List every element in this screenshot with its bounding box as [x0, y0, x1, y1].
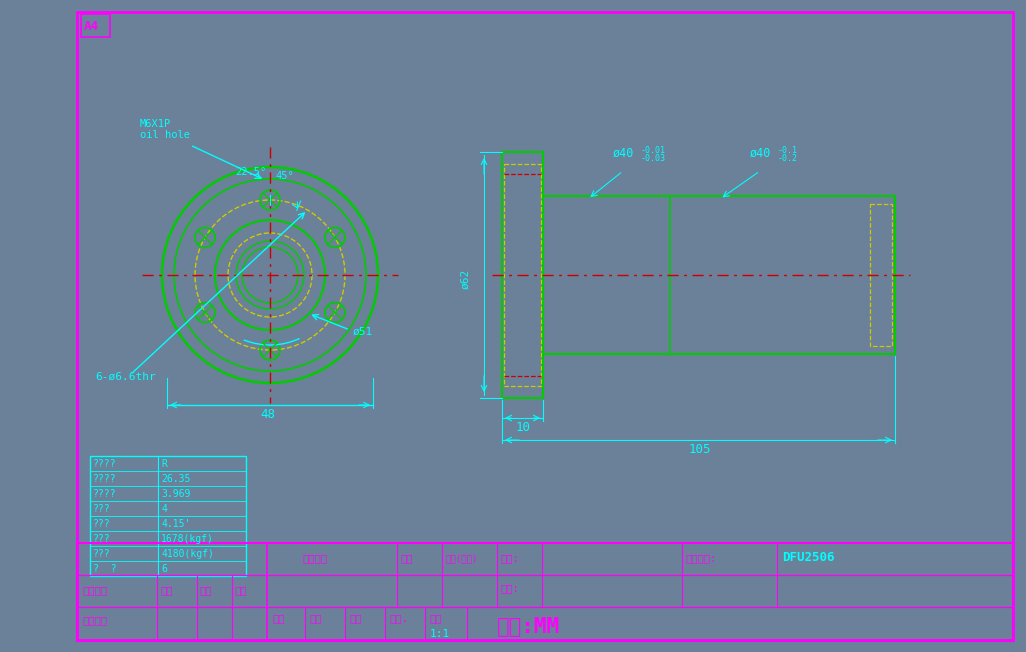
Text: 签名: 签名 — [234, 585, 246, 595]
Text: ø40: ø40 — [750, 147, 772, 160]
Text: 设计: 设计 — [309, 613, 321, 623]
Text: 数量(单台): 数量(单台) — [445, 554, 477, 563]
Text: 4: 4 — [161, 504, 167, 514]
Text: 日期: 日期 — [400, 553, 412, 563]
Text: R: R — [161, 459, 167, 469]
Text: 6-ø6.6thr: 6-ø6.6thr — [95, 372, 156, 382]
Text: ???: ??? — [93, 549, 111, 559]
Text: 单位:MM: 单位:MM — [497, 617, 560, 637]
Text: 绘图: 绘图 — [272, 613, 284, 623]
Text: -0.03: -0.03 — [641, 154, 666, 163]
Text: A4: A4 — [84, 20, 98, 33]
Text: 材料:: 材料: — [500, 583, 519, 593]
Text: ???: ??? — [93, 534, 111, 544]
Text: -0.01: -0.01 — [641, 146, 666, 155]
Text: 4180(kgf): 4180(kgf) — [161, 549, 213, 559]
Text: -0.2: -0.2 — [778, 154, 798, 163]
Text: 1678(kgf): 1678(kgf) — [161, 534, 213, 544]
Text: 3.969: 3.969 — [161, 489, 191, 499]
Text: 4.15': 4.15' — [161, 519, 191, 529]
Text: 型号:: 型号: — [500, 553, 519, 563]
Text: ????: ???? — [93, 474, 117, 484]
Text: ???: ??? — [93, 519, 111, 529]
Text: ???: ??? — [93, 504, 111, 514]
Text: 22.5°: 22.5° — [235, 167, 267, 177]
Text: 比例: 比例 — [429, 613, 441, 623]
Text: 审核: 审核 — [349, 613, 361, 623]
Text: 参考图号:: 参考图号: — [685, 553, 716, 563]
Text: 45°: 45° — [275, 171, 293, 181]
Text: ????: ???? — [93, 459, 117, 469]
Text: -0.1: -0.1 — [778, 146, 798, 155]
Text: 客户名称: 客户名称 — [302, 553, 327, 563]
Text: ø62: ø62 — [460, 269, 470, 289]
Text: DFU2506: DFU2506 — [782, 551, 834, 564]
Text: oil hole: oil hole — [140, 130, 190, 140]
Text: ø51: ø51 — [353, 327, 373, 337]
Text: ø40: ø40 — [613, 147, 634, 160]
Text: 26.35: 26.35 — [161, 474, 191, 484]
Text: 视角.: 视角. — [389, 613, 407, 623]
Text: ????: ???? — [93, 489, 117, 499]
Text: M6X1P: M6X1P — [140, 119, 171, 129]
Text: 更改标记: 更改标记 — [82, 585, 107, 595]
Text: 处数: 处数 — [160, 585, 172, 595]
Text: 6: 6 — [161, 564, 167, 574]
Text: 48: 48 — [260, 408, 275, 421]
Text: 105: 105 — [688, 443, 711, 456]
Text: 日期: 日期 — [199, 585, 211, 595]
Text: 客户确认: 客户确认 — [82, 615, 107, 625]
Text: 1:1: 1:1 — [430, 629, 450, 639]
Text: ?  ?: ? ? — [93, 564, 117, 574]
Text: 10: 10 — [515, 421, 530, 434]
